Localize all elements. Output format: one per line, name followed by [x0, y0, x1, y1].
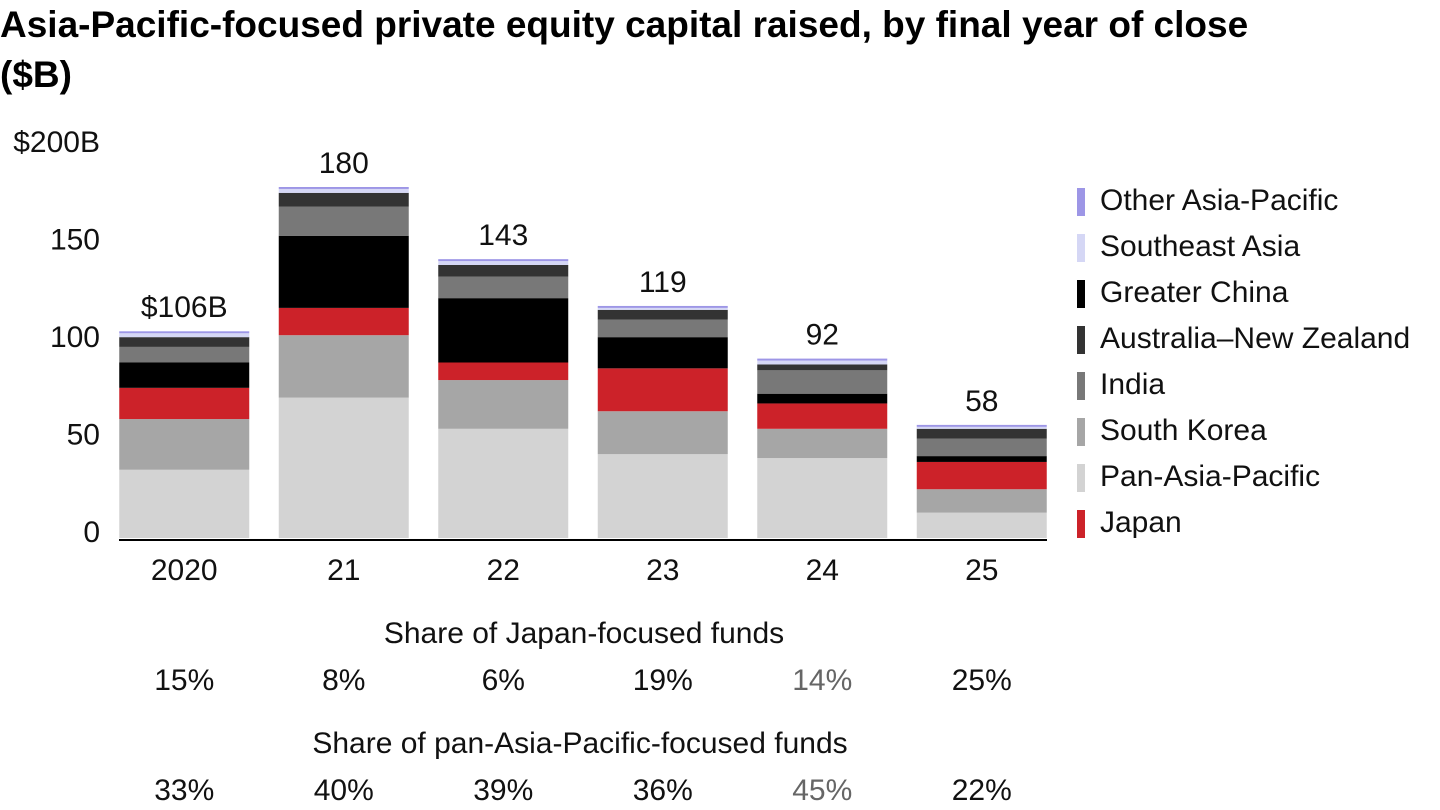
legend-label: Pan-Asia-Pacific — [1100, 460, 1320, 493]
share-value: 6% — [482, 664, 525, 697]
bar-segment — [916, 424, 1047, 427]
bar-segment — [916, 438, 1047, 457]
legend-label: Other Asia-Pacific — [1100, 184, 1338, 217]
bar-segment — [597, 368, 728, 412]
bar-segment — [278, 307, 409, 336]
y-tick-label: 100 — [50, 321, 100, 354]
bar-segment — [278, 397, 409, 538]
legend-swatch — [1077, 234, 1085, 262]
x-tick-label: 21 — [327, 554, 360, 587]
share-value: 36% — [633, 774, 693, 807]
bar-segment — [597, 305, 728, 308]
bar-segment — [278, 187, 409, 189]
bar-segment — [757, 364, 888, 371]
bar-segment — [916, 489, 1047, 513]
bar-segment — [438, 276, 569, 299]
total-label: 143 — [478, 219, 528, 252]
bar-segment — [757, 393, 888, 404]
y-tick-label: 150 — [50, 223, 100, 256]
legend-swatch — [1077, 372, 1085, 400]
bar-segment — [438, 265, 569, 277]
bar-segment — [757, 370, 888, 394]
bar-segment — [597, 309, 728, 320]
share-value: 19% — [633, 664, 693, 697]
bar-segment — [757, 358, 888, 361]
bar-segment — [757, 403, 888, 429]
share-value: 25% — [952, 664, 1012, 697]
bar-segment — [119, 331, 250, 334]
bar-segment — [757, 360, 888, 365]
bar-segment — [438, 261, 569, 265]
bar-segment — [597, 454, 728, 538]
y-tick-label: $200B — [13, 126, 100, 159]
bar-segment — [438, 428, 569, 538]
bar-segment — [438, 298, 569, 363]
total-label: $106B — [141, 291, 228, 324]
bar-segment — [916, 461, 1047, 490]
total-label: 92 — [806, 319, 839, 352]
bar-segment — [438, 380, 569, 429]
bar-segment — [119, 333, 250, 338]
x-tick-label: 22 — [487, 554, 520, 587]
x-tick-label: 24 — [806, 554, 839, 587]
legend-swatch — [1077, 188, 1085, 216]
legend-swatch — [1077, 464, 1085, 492]
share-value: 45% — [792, 774, 852, 807]
chart-title: Asia-Pacific-focused private equity capi… — [0, 4, 1249, 95]
total-label: 119 — [639, 266, 687, 299]
share-value: 39% — [473, 774, 533, 807]
bar-segment — [916, 428, 1047, 439]
bar-segment — [278, 188, 409, 193]
y-tick-label: 50 — [67, 418, 100, 451]
bar-segment — [119, 387, 250, 420]
share-value: 40% — [314, 774, 374, 807]
bar-segment — [438, 259, 569, 262]
bar-segment — [278, 206, 409, 236]
bar-segment — [597, 307, 728, 310]
bar-segment — [119, 419, 250, 470]
bar-segment — [119, 469, 250, 538]
bar-segment — [916, 512, 1047, 538]
legend-label: Australia–New Zealand — [1100, 322, 1410, 355]
legend-label: Japan — [1100, 506, 1182, 539]
x-tick-label: 25 — [965, 554, 998, 587]
legend-swatch — [1077, 326, 1085, 354]
legend-label: Greater China — [1100, 276, 1289, 309]
total-label: 180 — [319, 147, 369, 180]
bar-segment — [438, 362, 569, 381]
bar-segment — [597, 411, 728, 455]
y-tick-label: 0 — [83, 516, 100, 549]
total-label: 58 — [965, 385, 998, 418]
bar-segment — [119, 346, 250, 363]
bar-segment — [916, 456, 1047, 462]
legend-label: Southeast Asia — [1100, 230, 1300, 263]
share-value: 8% — [322, 664, 365, 697]
share-title: Share of Japan-focused funds — [384, 617, 784, 650]
bar-segment — [278, 235, 409, 308]
bar-segment — [119, 337, 250, 347]
bar-segment — [757, 458, 888, 538]
x-tick-label: 2020 — [151, 554, 218, 587]
bar-segment — [278, 192, 409, 207]
bar-segment — [757, 428, 888, 459]
share-value: 15% — [154, 664, 214, 697]
x-tick-label: 23 — [646, 554, 679, 587]
share-value: 14% — [792, 664, 852, 697]
share-value: 22% — [952, 774, 1012, 807]
share-title: Share of pan-Asia-Pacific-focused funds — [312, 727, 847, 760]
bar-segment — [916, 426, 1047, 429]
legend-label: South Korea — [1100, 414, 1267, 447]
bar-segment — [597, 319, 728, 338]
legend-swatch — [1077, 510, 1085, 538]
legend-swatch — [1077, 280, 1085, 308]
legend-label: India — [1100, 368, 1165, 401]
bar-segment — [278, 335, 409, 398]
share-value: 33% — [154, 774, 214, 807]
bar-segment — [119, 362, 250, 388]
legend-swatch — [1077, 418, 1085, 446]
bar-segment — [597, 337, 728, 369]
